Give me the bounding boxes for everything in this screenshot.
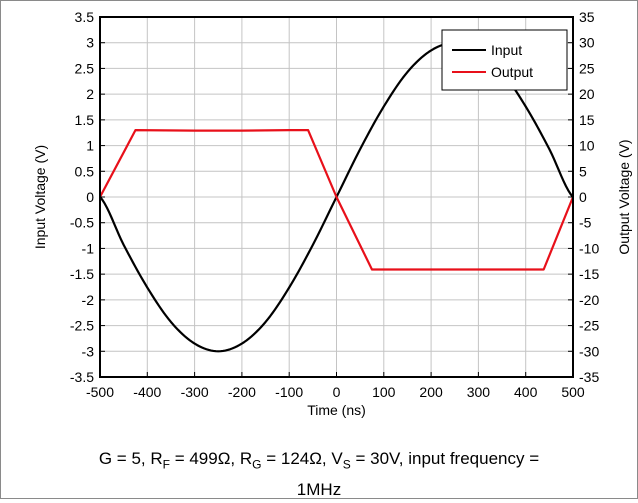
- x-tick-label: 300: [467, 384, 491, 400]
- y-tick-label: 3.5: [75, 9, 95, 25]
- x-tick-label: -400: [133, 384, 161, 400]
- y-tick-label: 1: [86, 138, 94, 154]
- x-tick-label: 500: [561, 384, 585, 400]
- y2-tick-label: 35: [579, 9, 595, 25]
- chart: -500 -400 -300 -200 -100 0 100 200 300 400 500 3.5…: [32, 9, 632, 418]
- y2-tick-label: -20: [579, 292, 599, 308]
- x-tick-label: 200: [419, 384, 443, 400]
- legend: Input Output: [441, 29, 568, 91]
- y2-tick-label: -25: [579, 318, 599, 334]
- y2-tick-label: -30: [579, 343, 599, 359]
- y2-tick-label: -15: [579, 266, 599, 282]
- caption-sub: S: [342, 457, 351, 472]
- y-tick-label: -2.5: [70, 318, 94, 334]
- y-tick-label: -0.5: [70, 215, 94, 231]
- y2-tick-label: -5: [579, 215, 592, 231]
- caption-part: = 30V, input frequency =: [350, 449, 540, 468]
- y2-tick-label: 15: [579, 112, 595, 128]
- y2-tick-label: -35: [579, 369, 599, 385]
- y-tick-label: 0: [86, 189, 94, 205]
- x-tick-label: 0: [333, 384, 341, 400]
- x-tick-label: -500: [86, 384, 114, 400]
- caption-part: = 124Ω, V: [261, 449, 343, 468]
- x-tick-label: 400: [514, 384, 538, 400]
- y-tick-label: 3: [86, 35, 94, 51]
- caption: G = 5, RF = 499Ω, RG = 124Ω, VS = 30V, i…: [0, 446, 638, 503]
- y-ticks: 3.5 3 2.5 2 1.5 1 0.5 0 -0.5 -1 -1.5 -2 -2.5 -3 -3.5: [70, 9, 105, 385]
- y2-ticks: 35 30 25 20 15 10 5 0 -5 -10 -15 -20 -25 -30 -35: [568, 9, 599, 385]
- y-tick-label: -1.5: [70, 266, 94, 282]
- x-tick-label: -100: [275, 384, 303, 400]
- legend-box: [441, 29, 568, 91]
- x-tick-label: -200: [228, 384, 256, 400]
- y2-tick-label: 30: [579, 35, 595, 51]
- x-tick-label: -300: [181, 384, 209, 400]
- y-tick-label: -2: [82, 292, 95, 308]
- y2-tick-label: 10: [579, 138, 595, 154]
- y-tick-label: 2.5: [75, 60, 95, 76]
- y-tick-label: 0.5: [75, 163, 95, 179]
- y2-tick-label: 0: [579, 189, 587, 205]
- y2-axis-label: Output Voltage (V): [616, 139, 632, 254]
- caption-line-1: G = 5, RF = 499Ω, RG = 124Ω, VS = 30V, i…: [0, 446, 638, 477]
- y2-tick-label: -10: [579, 240, 599, 256]
- y2-tick-label: 20: [579, 86, 595, 102]
- legend-label-output: Output: [491, 64, 533, 80]
- y-tick-label: -1: [82, 240, 95, 256]
- caption-part: G = 5, R: [98, 449, 163, 468]
- y-tick-label: 2: [86, 86, 94, 102]
- series-line-output: [99, 129, 575, 271]
- caption-line-2: 1MHz: [296, 480, 342, 500]
- y-tick-label: -3: [82, 343, 95, 359]
- y2-tick-label: 5: [579, 163, 587, 179]
- caption-sub: F: [162, 457, 170, 472]
- y-axis-label: Input Voltage (V): [32, 145, 48, 249]
- x-ticks: -500 -400 -300 -200 -100 0 100 200 300 400 500: [86, 372, 585, 400]
- x-tick-label: 100: [372, 384, 396, 400]
- caption-sub: G: [252, 457, 262, 472]
- y2-tick-label: 25: [579, 60, 595, 76]
- y-tick-label: 1.5: [75, 112, 95, 128]
- x-axis-label: Time (ns): [307, 402, 366, 418]
- y-tick-label: -3.5: [70, 369, 94, 385]
- legend-label-input: Input: [491, 42, 522, 58]
- caption-part: = 499Ω, R: [169, 449, 253, 468]
